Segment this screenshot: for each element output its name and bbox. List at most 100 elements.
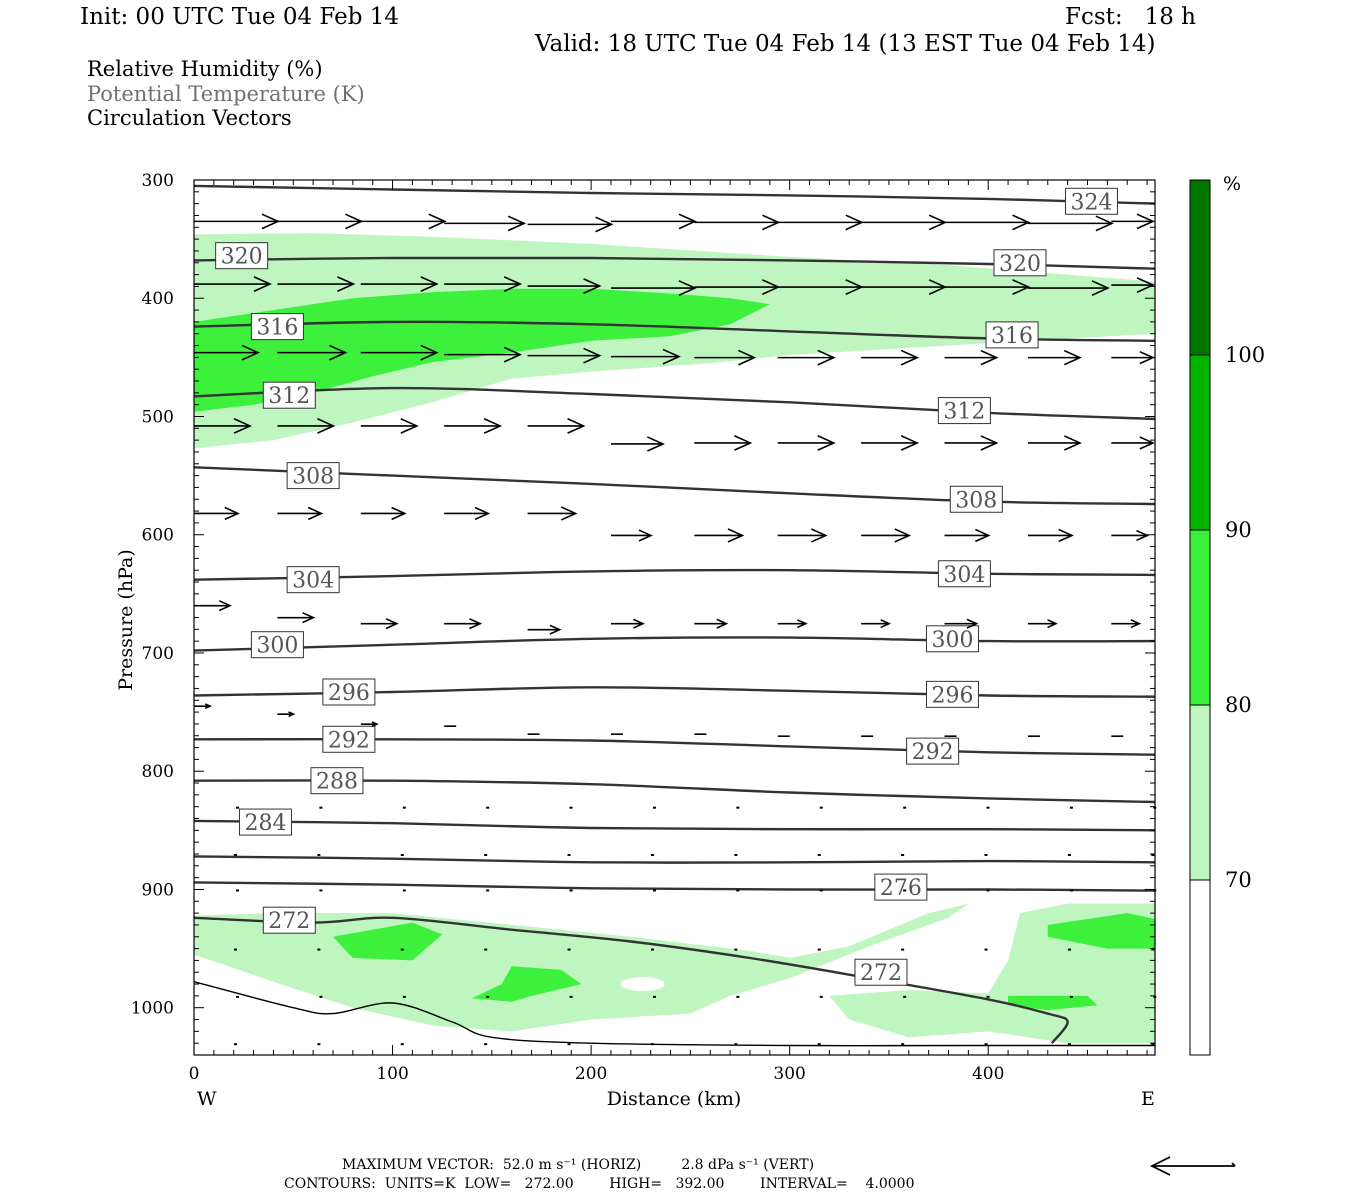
theta-label-box (985, 321, 1039, 349)
colorbar-segment (1189, 704, 1211, 881)
field-label-theta: Potential Temperature (K) (87, 82, 365, 106)
vector-4-2 (360, 506, 407, 521)
vector-dot (569, 995, 573, 998)
vector-dot (736, 806, 740, 809)
theta-label-text: 312 (268, 384, 310, 409)
theta-label-box (215, 242, 269, 270)
theta-label-text: 300 (256, 634, 298, 659)
vector-2-8 (861, 349, 920, 366)
vector-5-2 (360, 618, 399, 630)
vector-3-8 (861, 435, 920, 451)
theta-contour-280 (193, 855, 1156, 864)
vector-5-5 (610, 618, 645, 629)
vector-dot (319, 995, 323, 998)
theta-contour-284 (193, 819, 1156, 832)
vector-head (1063, 349, 1082, 366)
theta-label-box (262, 381, 316, 409)
vector-0-1 (277, 213, 364, 230)
vector-1-5 (610, 280, 697, 296)
vector-head (329, 344, 348, 361)
vector-3-1 (277, 418, 336, 434)
vector-head (503, 276, 523, 292)
vector-2-4 (527, 347, 602, 364)
theta-contour-272 (193, 916, 1069, 1044)
y-tick-label: 500 (142, 407, 174, 427)
colorbar-level-label: 100 (1225, 343, 1265, 367)
vector-head (307, 506, 324, 521)
theta-label-296-0: 296 (322, 678, 376, 706)
vector-dot (817, 1043, 821, 1046)
vector-head (583, 347, 602, 364)
vector-dot (317, 853, 321, 856)
theta-label-text: 284 (244, 811, 286, 836)
valid-time: Valid: 18 UTC Tue 04 Feb 14 (13 EST Tue … (535, 31, 1156, 57)
theta-label-text: 312 (943, 400, 985, 425)
vector-2-11 (1111, 350, 1155, 365)
vector-dot (901, 853, 905, 856)
vector-4-3 (444, 506, 491, 521)
vector-head (900, 349, 920, 366)
theta-label-304-0: 304 (286, 566, 340, 594)
vector-dot (486, 889, 490, 892)
vector-head (583, 278, 602, 294)
y-tick-label: 300 (142, 171, 174, 191)
theta-label-312-1: 312 (937, 397, 991, 425)
theta-label-320-0: 320 (215, 242, 269, 270)
theta-label-box (250, 313, 304, 341)
vector-head (980, 435, 999, 451)
vector-dot (567, 948, 571, 951)
theta-label-box (993, 249, 1047, 277)
vector-dot (819, 889, 823, 892)
vector-head (797, 619, 808, 629)
theta-label-box (937, 560, 991, 588)
vector-head (1136, 277, 1155, 293)
vector-2-5 (610, 348, 681, 365)
theta-label-324-0: 324 (1064, 187, 1118, 215)
vector-3-10 (1027, 435, 1082, 451)
vector-head (1136, 529, 1150, 542)
vector-2-1 (277, 344, 348, 361)
vector-3-4 (527, 418, 586, 434)
vector-5-6 (694, 618, 729, 629)
vector-head (1063, 435, 1082, 451)
forecast-hour: Fcst: 18 h (1065, 4, 1196, 30)
vector-dot (650, 1043, 654, 1046)
theta-contour-320 (193, 256, 1156, 270)
vector-head (428, 213, 447, 230)
vector-5-11 (1111, 619, 1142, 629)
vector-1-1 (277, 276, 356, 292)
vector-dot (317, 1043, 321, 1046)
vector-4-11 (1111, 529, 1150, 542)
vector-dot (819, 806, 823, 809)
x-east-label: E (1141, 1088, 1155, 1110)
vector-dot (736, 889, 740, 892)
vector-3-5 (610, 436, 665, 452)
contours-note: CONTOURS: UNITS=K LOW= 272.00 HIGH= 392.… (284, 1176, 915, 1192)
vector-5-3 (444, 618, 483, 630)
vector-dot (984, 948, 988, 951)
theta-label-box (322, 678, 376, 706)
vector-head (880, 619, 892, 629)
vector-dot (984, 1043, 988, 1046)
theta-label-316-0: 316 (250, 313, 304, 341)
vector-head (288, 711, 296, 718)
vector-head (560, 506, 578, 521)
colorbar-segment (1189, 529, 1211, 706)
vector-head (1012, 214, 1031, 231)
theta-label-text: 308 (292, 465, 334, 490)
vector-3-9 (944, 435, 999, 451)
vector-dot (234, 853, 237, 856)
theta-label-276-1: 276 (874, 873, 928, 901)
vector-dot (1151, 1043, 1155, 1046)
vector-head (241, 344, 260, 361)
theta-label-box (925, 680, 979, 708)
x-tick-label: 200 (575, 1064, 607, 1084)
vector-dot (236, 889, 239, 892)
colorbar-unit: % (1223, 173, 1241, 195)
vector-0-10 (1027, 215, 1114, 232)
vector-4-8 (861, 528, 912, 543)
vector-4-7 (777, 528, 828, 543)
vector-dot (1151, 948, 1155, 951)
vector-head (1012, 279, 1031, 295)
x-tick-label: 0 (189, 1064, 200, 1084)
